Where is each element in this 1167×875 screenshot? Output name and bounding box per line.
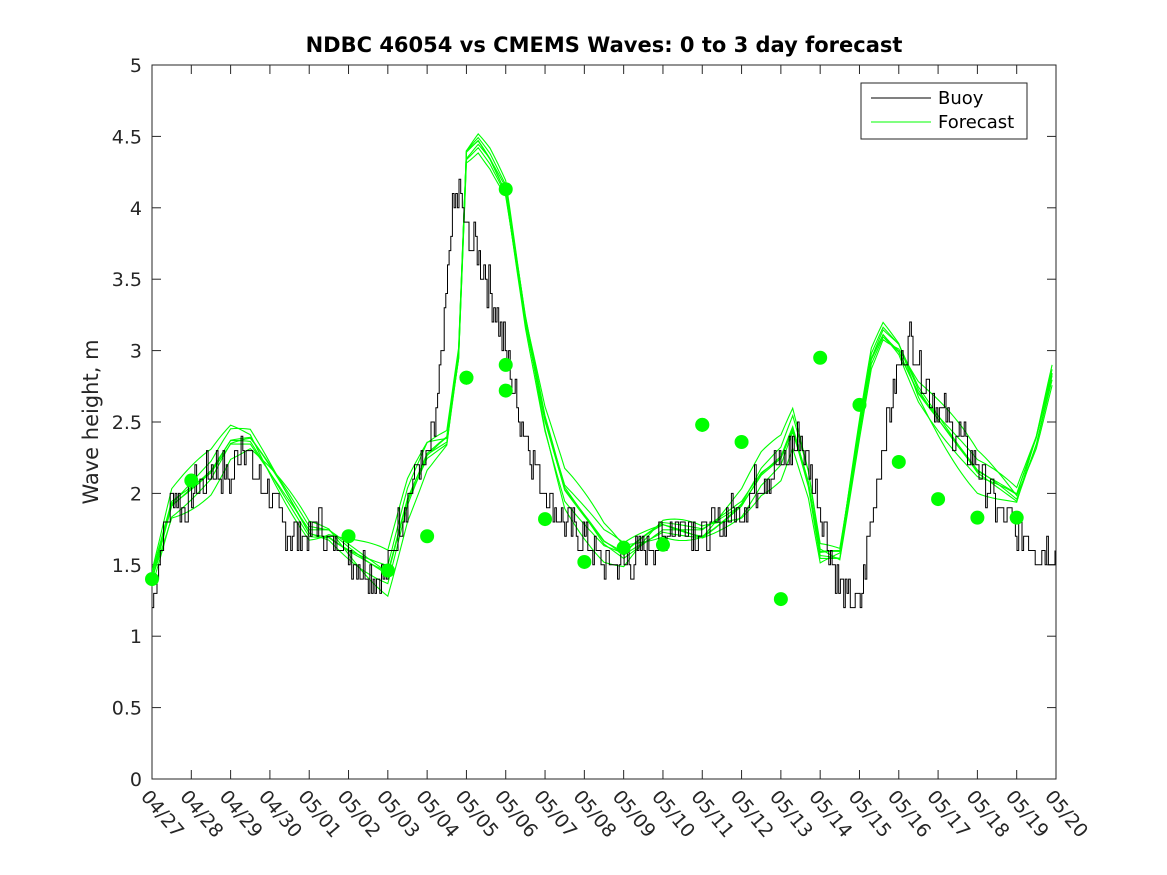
y-tick-label: 4: [130, 198, 142, 220]
forecast-point: [931, 492, 946, 507]
x-tick-label: 04/28: [175, 786, 227, 842]
forecast-point: [420, 529, 435, 544]
x-tick-label: 05/01: [293, 786, 345, 842]
x-tick-label: 05/10: [647, 786, 699, 842]
forecast-point: [655, 537, 670, 552]
legend-forecast-label: Forecast: [938, 112, 1014, 133]
forecast-point: [498, 357, 513, 372]
forecast-point: [970, 510, 985, 525]
y-tick-label: 3: [130, 341, 142, 363]
y-tick-label: 5: [130, 55, 142, 77]
x-tick-label: 05/15: [844, 786, 896, 842]
buoy-series-line: [152, 178, 1056, 609]
plot-area: 0 0.5 1 1.5 2 2.5 3 3.5 4 4.5 5 04/2704/2804/2904/3…: [112, 55, 1092, 842]
x-tick-label: 05/11: [686, 786, 738, 842]
y-tick-label: 1: [130, 626, 142, 648]
legend-buoy-label: Buoy: [938, 88, 984, 109]
y-axis-label: Wave height, m: [79, 339, 103, 504]
forecast-point: [459, 370, 474, 385]
x-tick-label: 05/14: [804, 786, 856, 842]
x-tick-label: 04/29: [215, 786, 267, 842]
y-tick-label: 0: [130, 769, 142, 791]
forecast-point: [695, 417, 710, 432]
x-tick-label: 05/13: [765, 786, 817, 842]
x-tick-label: 05/04: [411, 786, 463, 842]
forecast-point: [145, 572, 159, 587]
x-tick-label: 05/18: [962, 786, 1014, 842]
y-tick-label: 1.5: [112, 555, 142, 577]
forecast-series-line: [152, 146, 1053, 581]
y-tick-label: 2.5: [112, 412, 142, 434]
x-tick-label: 05/02: [333, 786, 385, 842]
forecast-point: [498, 383, 513, 398]
plot-frame: [151, 64, 1057, 780]
forecast-point: [852, 397, 867, 412]
forecast-point: [341, 529, 356, 544]
y-tick-label: 4.5: [112, 126, 142, 148]
forecast-series-line: [152, 152, 1053, 572]
forecast-point: [184, 473, 199, 488]
x-tick-label: 05/03: [372, 786, 424, 842]
x-tick-label: 05/16: [883, 786, 935, 842]
forecast-point: [498, 182, 513, 197]
x-tick-label: 05/08: [569, 786, 621, 842]
forecast-series-line: [152, 140, 1053, 580]
forecast-point: [813, 350, 828, 365]
x-tick-label: 05/09: [608, 786, 660, 842]
forecast-point: [380, 563, 395, 578]
forecast-point: [616, 540, 631, 555]
x-tick-label: 05/17: [922, 786, 974, 842]
forecast-point: [1009, 510, 1024, 525]
x-tick-label: 04/30: [254, 786, 306, 842]
forecast-point: [734, 434, 749, 449]
x-tick-label: 05/20: [1040, 786, 1092, 842]
legend: Buoy Forecast: [860, 82, 1028, 140]
x-tick-label: 05/19: [1001, 786, 1053, 842]
x-tick-label: 05/12: [726, 786, 778, 842]
x-tick-label: 05/05: [451, 786, 503, 842]
forecast-series-line: [152, 143, 1053, 574]
forecast-series-line: [152, 136, 1053, 576]
x-tick-label: 05/07: [529, 786, 581, 842]
y-tick-label: 2: [130, 483, 142, 505]
forecast-point: [773, 592, 788, 607]
chart-title: NDBC 46054 vs CMEMS Waves: 0 to 3 day fo…: [306, 33, 903, 57]
x-tick-label: 04/27: [136, 786, 188, 842]
legend-box: [860, 82, 1028, 140]
forecast-point: [538, 512, 553, 527]
forecast-point: [577, 554, 592, 569]
x-tick-label: 05/06: [490, 786, 542, 842]
y-tick-label: 3.5: [112, 269, 142, 291]
y-tick-label: 0.5: [112, 698, 142, 720]
forecast-point: [891, 454, 906, 469]
